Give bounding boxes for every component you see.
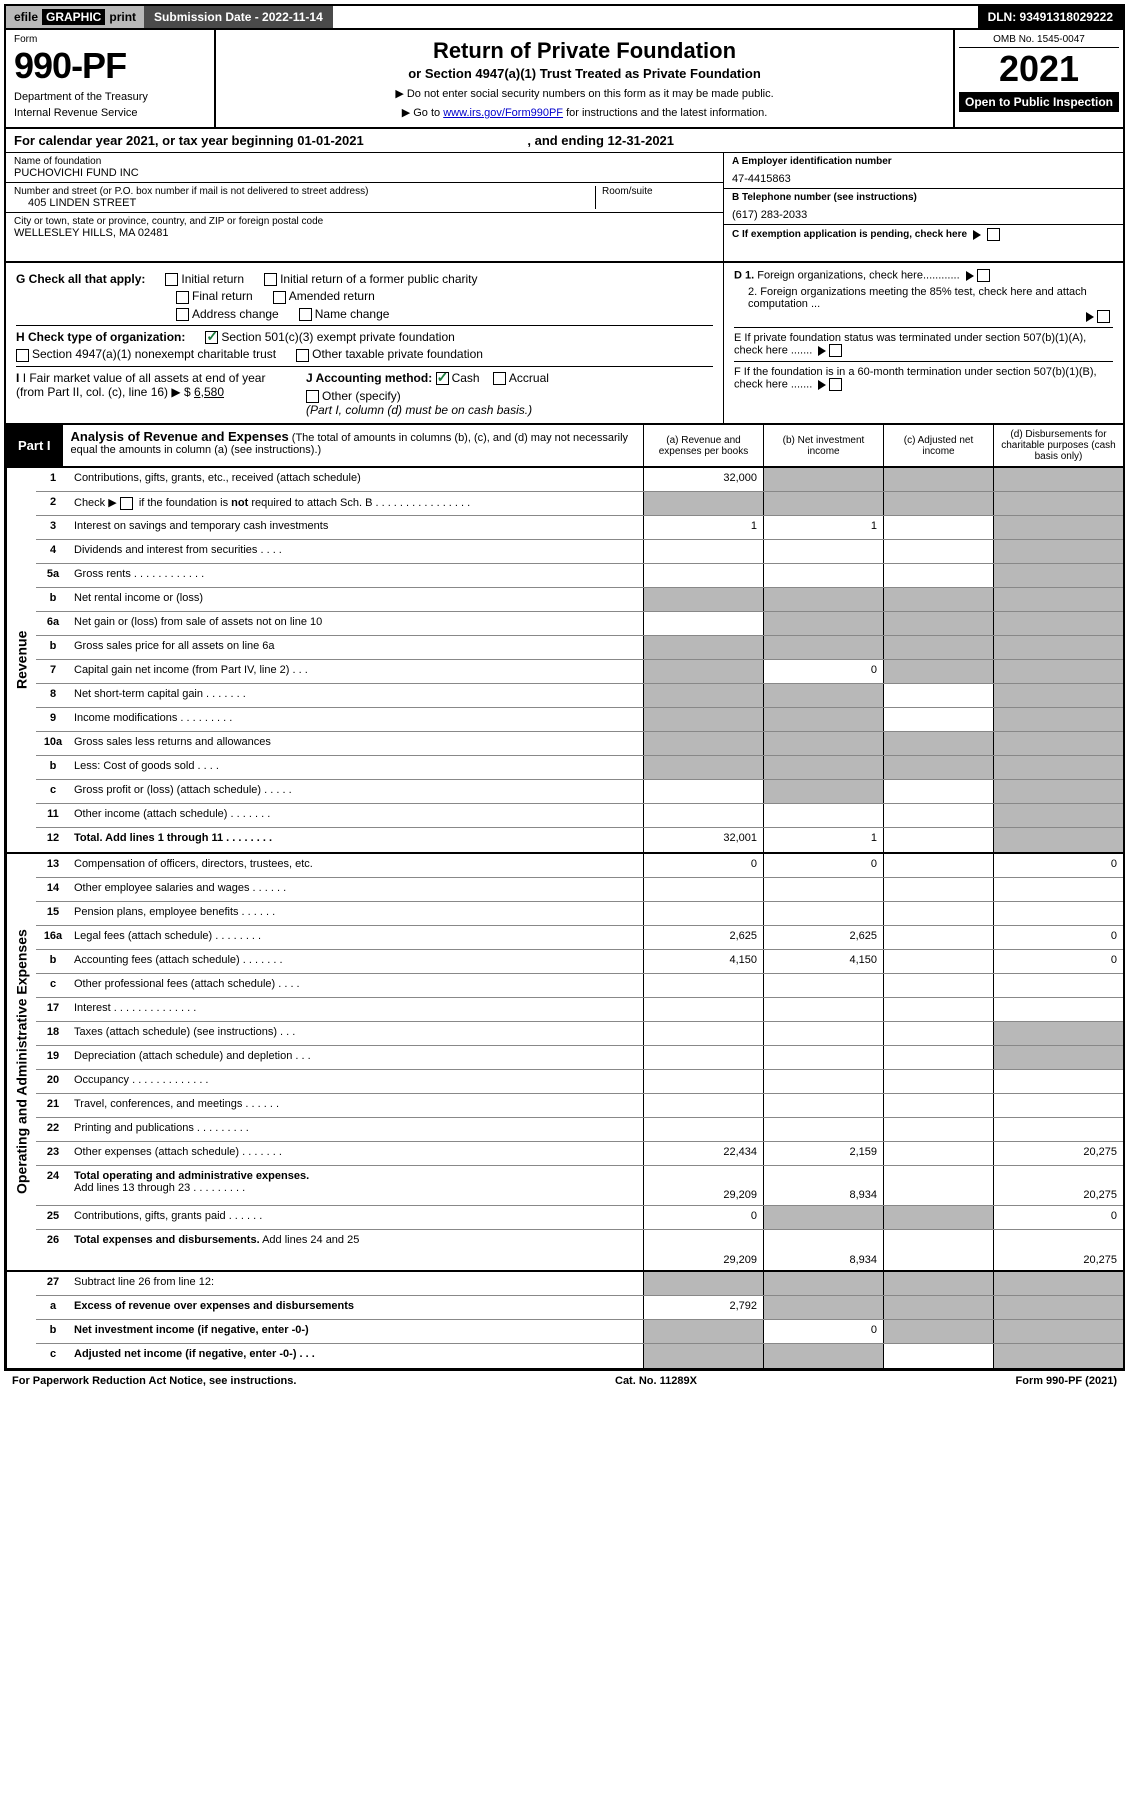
top-bar: efile GRAPHIC print Submission Date - 20… [4, 4, 1125, 30]
identity-block: Name of foundation PUCHOVICHI FUND INC N… [4, 153, 1125, 263]
final-return-checkbox[interactable] [176, 291, 189, 304]
page-footer: For Paperwork Reduction Act Notice, see … [4, 1370, 1125, 1391]
f-checkbox[interactable] [829, 378, 842, 391]
efile-badge: efile GRAPHIC print [6, 6, 144, 28]
submission-date: Submission Date - 2022-11-14 [144, 6, 333, 28]
cash-checkbox[interactable] [436, 372, 449, 385]
room-suite-label: Room/suite [595, 186, 715, 209]
foundation-name-row: Name of foundation PUCHOVICHI FUND INC [6, 153, 723, 183]
expenses-tab: Operating and Administrative Expenses [6, 854, 36, 1270]
amended-return-checkbox[interactable] [273, 291, 286, 304]
cat-number: Cat. No. 11289X [615, 1375, 697, 1387]
501c3-checkbox[interactable] [205, 331, 218, 344]
name-change-checkbox[interactable] [299, 308, 312, 321]
form990pf-link[interactable]: www.irs.gov/Form990PF [443, 107, 563, 119]
form-note1: ▶ Do not enter social security numbers o… [236, 87, 933, 100]
other-method-checkbox[interactable] [306, 390, 319, 403]
city-state-zip: WELLESLEY HILLS, MA 02481 [14, 227, 715, 239]
col-a-header: (a) Revenue and expenses per books [643, 425, 763, 466]
e-checkbox[interactable] [829, 344, 842, 357]
part1-tag: Part I [6, 425, 63, 466]
form-ref: Form 990-PF (2021) [1016, 1375, 1117, 1387]
dept-treasury: Department of the Treasury [14, 91, 206, 103]
accrual-checkbox[interactable] [493, 372, 506, 385]
phone-value: (617) 283-2033 [732, 209, 1115, 221]
form-label: Form [14, 34, 206, 45]
form-title: Return of Private Foundation [236, 38, 933, 64]
street-address: 405 LINDEN STREET [14, 197, 595, 209]
dept-irs: Internal Revenue Service [14, 107, 206, 119]
fmv-value: 6,580 [194, 385, 224, 399]
form-note2: ▶ Go to www.irs.gov/Form990PF for instru… [236, 106, 933, 119]
initial-return-checkbox[interactable] [165, 273, 178, 286]
city-row: City or town, state or province, country… [6, 213, 723, 242]
tax-year: 2021 [959, 48, 1119, 90]
exemption-checkbox[interactable] [987, 228, 1000, 241]
form-subtitle: or Section 4947(a)(1) Trust Treated as P… [236, 66, 933, 81]
initial-former-checkbox[interactable] [264, 273, 277, 286]
schb-checkbox[interactable] [120, 497, 133, 510]
open-to-public: Open to Public Inspection [959, 92, 1119, 112]
foundation-name: PUCHOVICHI FUND INC [14, 167, 715, 179]
ein-row: A Employer identification number 47-4415… [724, 153, 1123, 189]
dln-label: DLN: 93491318029222 [978, 6, 1123, 28]
col-b-header: (b) Net investment income [763, 425, 883, 466]
efile-prefix: efile [14, 10, 38, 24]
d2-checkbox[interactable] [1097, 310, 1110, 323]
revenue-tab: Revenue [6, 468, 36, 852]
d1-checkbox[interactable] [977, 269, 990, 282]
form-header: Form 990-PF Department of the Treasury I… [4, 30, 1125, 129]
efile-print: print [109, 10, 136, 24]
address-row: Number and street (or P.O. box number if… [6, 183, 723, 213]
4947-checkbox[interactable] [16, 349, 29, 362]
calendar-year-line: For calendar year 2021, or tax year begi… [4, 129, 1125, 153]
omb-number: OMB No. 1545-0047 [959, 34, 1119, 48]
efile-graphic: GRAPHIC [42, 9, 105, 25]
part1-header: Part I Analysis of Revenue and Expenses … [4, 425, 1125, 468]
ein-value: 47-4415863 [732, 173, 1115, 185]
paperwork-notice: For Paperwork Reduction Act Notice, see … [12, 1375, 296, 1387]
address-change-checkbox[interactable] [176, 308, 189, 321]
phone-row: B Telephone number (see instructions) (6… [724, 189, 1123, 225]
part1-table: Revenue 1Contributions, gifts, grants, e… [4, 468, 1125, 1370]
other-taxable-checkbox[interactable] [296, 349, 309, 362]
exemption-pending-row: C If exemption application is pending, c… [724, 225, 1123, 261]
col-c-header: (c) Adjusted net income [883, 425, 993, 466]
form-number: 990-PF [14, 45, 206, 87]
col-d-header: (d) Disbursements for charitable purpose… [993, 425, 1123, 466]
check-section: G Check all that apply: Initial return I… [4, 263, 1125, 425]
